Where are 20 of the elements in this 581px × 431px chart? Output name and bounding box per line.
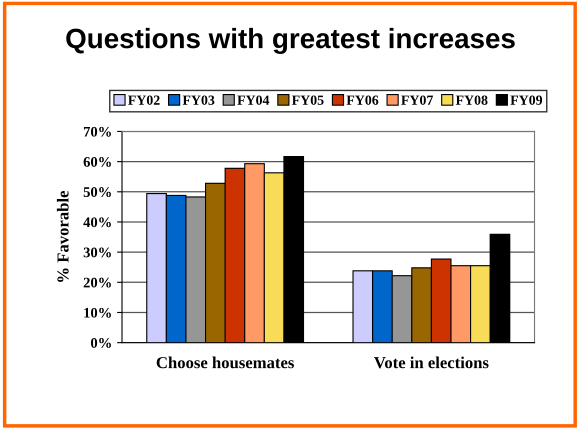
y-tick-label: 20%	[84, 278, 111, 288]
y-tick-label: 60%	[84, 156, 111, 167]
y-tick-label: 30%	[84, 247, 111, 258]
legend-label: FY04	[237, 95, 270, 105]
chart-title: Questions with greatest increases	[66, 28, 515, 54]
legend-label: FY05	[292, 95, 324, 105]
y-tick-label: 10%	[84, 308, 111, 318]
y-tick-label: 50%	[84, 187, 111, 198]
y-tick-label: 70%	[84, 126, 111, 137]
y-tick-label: 0%	[90, 338, 111, 348]
x-tick-label: Choose housemates	[156, 356, 294, 368]
legend-label: FY07	[401, 95, 434, 105]
x-tick-label: Vote in elections	[374, 356, 489, 368]
y-axis-title: % Favorable	[56, 190, 69, 282]
legend-label: FY06	[346, 95, 378, 105]
y-tick-label: 40%	[83, 217, 111, 228]
legend-label: FY02	[128, 95, 160, 105]
legend-label: FY08	[456, 95, 488, 105]
legend-label: FY03	[182, 95, 214, 105]
legend-label: FY09	[510, 95, 542, 105]
